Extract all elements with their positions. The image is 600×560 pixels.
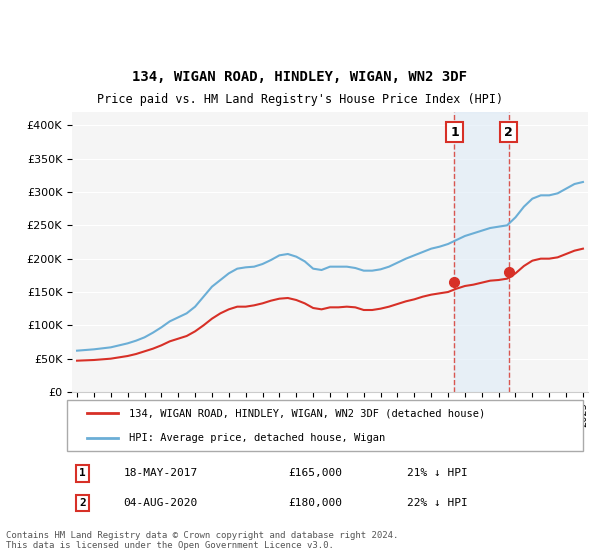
Text: 1: 1: [450, 125, 459, 138]
Text: 2: 2: [79, 498, 86, 508]
Text: 134, WIGAN ROAD, HINDLEY, WIGAN, WN2 3DF (detached house): 134, WIGAN ROAD, HINDLEY, WIGAN, WN2 3DF…: [129, 408, 485, 418]
Text: 2: 2: [504, 125, 513, 138]
Text: 22% ↓ HPI: 22% ↓ HPI: [407, 498, 468, 508]
Text: 18-MAY-2017: 18-MAY-2017: [124, 468, 198, 478]
FancyBboxPatch shape: [67, 400, 583, 451]
Text: 21% ↓ HPI: 21% ↓ HPI: [407, 468, 468, 478]
Text: Contains HM Land Registry data © Crown copyright and database right 2024.
This d: Contains HM Land Registry data © Crown c…: [6, 531, 398, 550]
Bar: [454, 112, 509, 392]
Text: 04-AUG-2020: 04-AUG-2020: [124, 498, 198, 508]
Text: 1: 1: [79, 468, 86, 478]
Text: Price paid vs. HM Land Registry's House Price Index (HPI): Price paid vs. HM Land Registry's House …: [97, 94, 503, 106]
Text: £165,000: £165,000: [289, 468, 343, 478]
Text: 134, WIGAN ROAD, HINDLEY, WIGAN, WN2 3DF: 134, WIGAN ROAD, HINDLEY, WIGAN, WN2 3DF: [133, 70, 467, 84]
Text: £180,000: £180,000: [289, 498, 343, 508]
Text: HPI: Average price, detached house, Wigan: HPI: Average price, detached house, Wiga…: [129, 433, 385, 443]
